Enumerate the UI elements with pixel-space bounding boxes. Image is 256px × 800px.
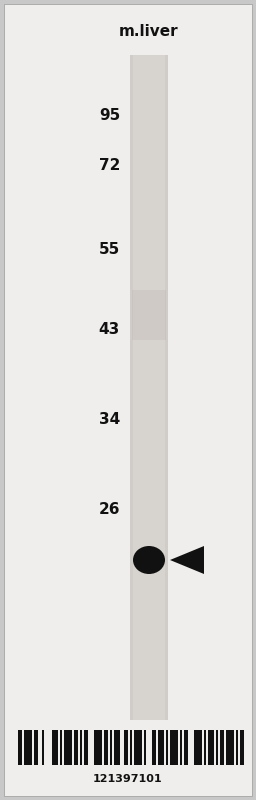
Bar [34,730,38,765]
Bar [94,730,102,765]
Text: 34: 34 [99,413,120,427]
Bar [80,730,82,765]
Bar [42,730,44,765]
Polygon shape [170,546,204,574]
Bar [194,730,202,765]
Text: 55: 55 [99,242,120,258]
Bar [240,730,244,765]
Bar [184,730,188,765]
Bar [64,730,72,765]
Bar [18,730,22,765]
Ellipse shape [133,546,165,574]
Bar [220,730,224,765]
Bar [110,730,112,765]
Text: 72: 72 [99,158,120,173]
Bar [84,730,88,765]
Bar [60,730,62,765]
Bar [204,730,206,765]
Bar [130,55,168,720]
Bar [226,730,234,765]
Bar [24,730,32,765]
Bar [52,730,58,765]
Bar [133,55,165,720]
Bar [134,730,142,765]
Bar [132,290,166,340]
Bar [124,730,128,765]
Bar [104,730,108,765]
Bar [152,730,156,765]
Bar [208,730,214,765]
Text: 26: 26 [99,502,120,518]
Bar [180,730,182,765]
Text: m.liver: m.liver [119,25,179,39]
Bar [158,730,164,765]
Bar [236,730,238,765]
Bar [114,730,120,765]
Bar [170,730,178,765]
Bar [216,730,218,765]
Bar [144,730,146,765]
Text: 121397101: 121397101 [93,774,163,784]
Bar [166,730,168,765]
Text: 43: 43 [99,322,120,338]
Bar [74,730,78,765]
Text: 95: 95 [99,107,120,122]
Bar [130,730,132,765]
